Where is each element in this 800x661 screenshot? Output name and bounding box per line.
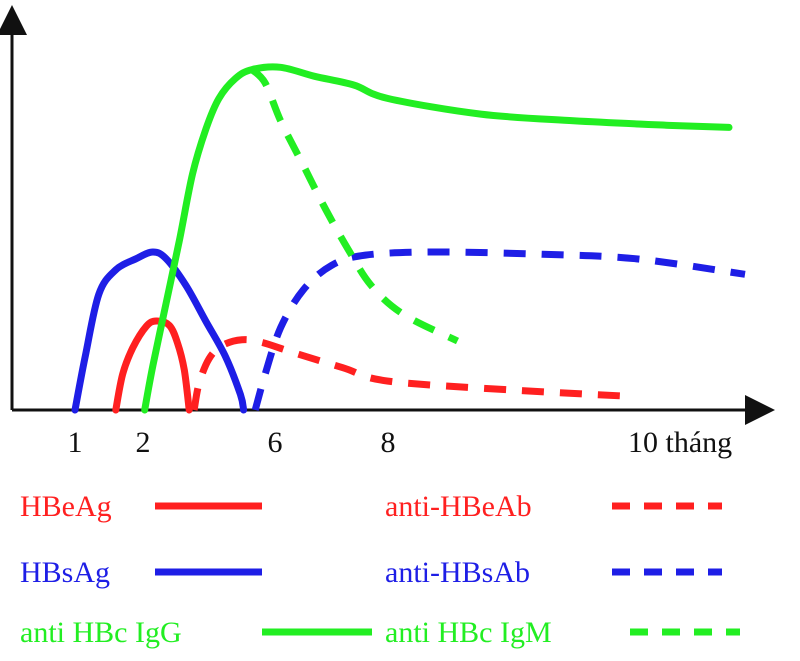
legend-label-anti-hbsab: anti-HBsAb <box>385 556 530 589</box>
x-tick-label-6: 6 <box>268 426 283 459</box>
legend-label-hbeag: HBeAg <box>20 490 112 523</box>
legend-item-hbeag: HBeAg <box>20 490 262 523</box>
legend-item-anti-hbc-igg: anti HBc IgG <box>20 616 372 649</box>
x-tick-label-2: 2 <box>136 426 151 459</box>
legend-label-anti-hbc-igm: anti HBc IgM <box>385 616 552 649</box>
legend-label-anti-hbc-igg: anti HBc IgG <box>20 616 182 649</box>
axes <box>0 5 775 425</box>
series-line-anti-hbc-igm <box>249 66 460 345</box>
series-line-hbsag <box>71 248 248 414</box>
legend-item-anti-hbsab: anti-HBsAb <box>385 556 722 589</box>
series-line-anti-hbeab <box>190 336 636 411</box>
x-tick-label-1: 1 <box>68 426 83 459</box>
x-tick-label-10-th-ng: 10 tháng <box>628 426 732 459</box>
series-layer <box>71 63 746 414</box>
legend-item-anti-hbeab: anti-HBeAb <box>385 490 722 523</box>
legend-label-anti-hbeab: anti-HBeAb <box>385 490 532 523</box>
legend-item-anti-hbc-igm: anti HBc IgM <box>385 616 740 649</box>
series-line-hbeag <box>112 317 193 414</box>
legend-label-hbsag: HBsAg <box>20 556 110 589</box>
series-line-anti-hbc-igg <box>141 63 733 414</box>
series-line-anti-hbsab <box>251 248 746 411</box>
x-tick-label-8: 8 <box>381 426 396 459</box>
legend-item-hbsag: HBsAg <box>20 556 262 589</box>
x-tick-labels: 1 2 6 8 10 tháng <box>68 426 733 459</box>
legend: HBeAg anti-HBeAb HBsAg anti-HBsAb anti HBc I… <box>20 490 740 649</box>
